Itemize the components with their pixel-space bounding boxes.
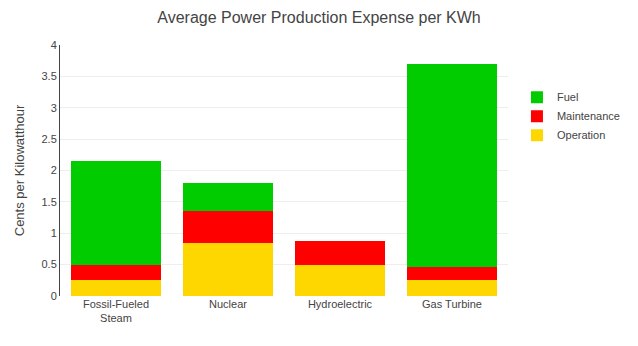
svg-text:3: 3 — [51, 102, 57, 114]
svg-text:Operation: Operation — [557, 129, 605, 141]
svg-text:Fossil-FueledSteam: Fossil-FueledSteam — [83, 298, 149, 324]
svg-text:2: 2 — [51, 164, 57, 176]
svg-text:Cents per Kilowatthour: Cents per Kilowatthour — [12, 104, 27, 236]
svg-text:Average Power Production Expen: Average Power Production Expense per KWh — [157, 9, 480, 26]
svg-text:0.5: 0.5 — [42, 258, 57, 270]
svg-text:Fuel: Fuel — [557, 91, 578, 103]
svg-text:1: 1 — [51, 227, 57, 239]
svg-text:Gas Turbine: Gas Turbine — [422, 298, 482, 310]
svg-text:Maintenance: Maintenance — [557, 110, 620, 122]
svg-text:1.5: 1.5 — [42, 196, 57, 208]
svg-text:0: 0 — [51, 290, 57, 302]
svg-text:3.5: 3.5 — [42, 70, 57, 82]
svg-text:Hydroelectric: Hydroelectric — [308, 298, 373, 310]
svg-text:4: 4 — [51, 39, 57, 51]
svg-text:Nuclear: Nuclear — [209, 298, 247, 310]
svg-text:2.5: 2.5 — [42, 133, 57, 145]
